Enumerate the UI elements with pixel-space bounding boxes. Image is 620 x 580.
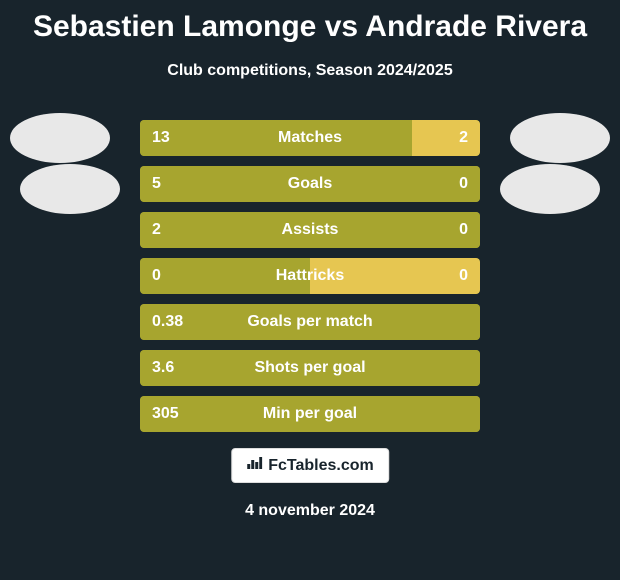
bar-segment-left: [140, 304, 480, 340]
chart-icon: [246, 455, 262, 476]
stat-row: 0.38Goals per match: [140, 304, 480, 340]
date-text: 4 november 2024: [0, 502, 620, 520]
stat-row: 132Matches: [140, 120, 480, 156]
stat-row: 50Goals: [140, 166, 480, 202]
bar-segment-left: [140, 350, 480, 386]
avatar-player-left-2: [20, 164, 120, 214]
bar-segment-right: [310, 258, 480, 294]
source-badge: FcTables.com: [231, 448, 389, 483]
stat-row: 3.6Shots per goal: [140, 350, 480, 386]
source-badge-text: FcTables.com: [268, 457, 374, 475]
stat-row: 00Hattricks: [140, 258, 480, 294]
page-title: Sebastien Lamonge vs Andrade Rivera: [0, 0, 620, 44]
avatar-player-right-2: [500, 164, 600, 214]
bar-segment-left: [140, 258, 310, 294]
bar-segment-left: [140, 212, 480, 248]
avatar-player-right-1: [510, 113, 610, 163]
stat-row: 20Assists: [140, 212, 480, 248]
subtitle: Club competitions, Season 2024/2025: [0, 62, 620, 80]
stat-row: 305Min per goal: [140, 396, 480, 432]
bar-segment-left: [140, 166, 480, 202]
bar-segment-left: [140, 396, 480, 432]
bar-segment-left: [140, 120, 412, 156]
bar-segment-right: [412, 120, 480, 156]
avatar-player-left-1: [10, 113, 110, 163]
comparison-bars: 132Matches 50Goals 20Assists 00Hattricks 0.3…: [140, 120, 480, 442]
